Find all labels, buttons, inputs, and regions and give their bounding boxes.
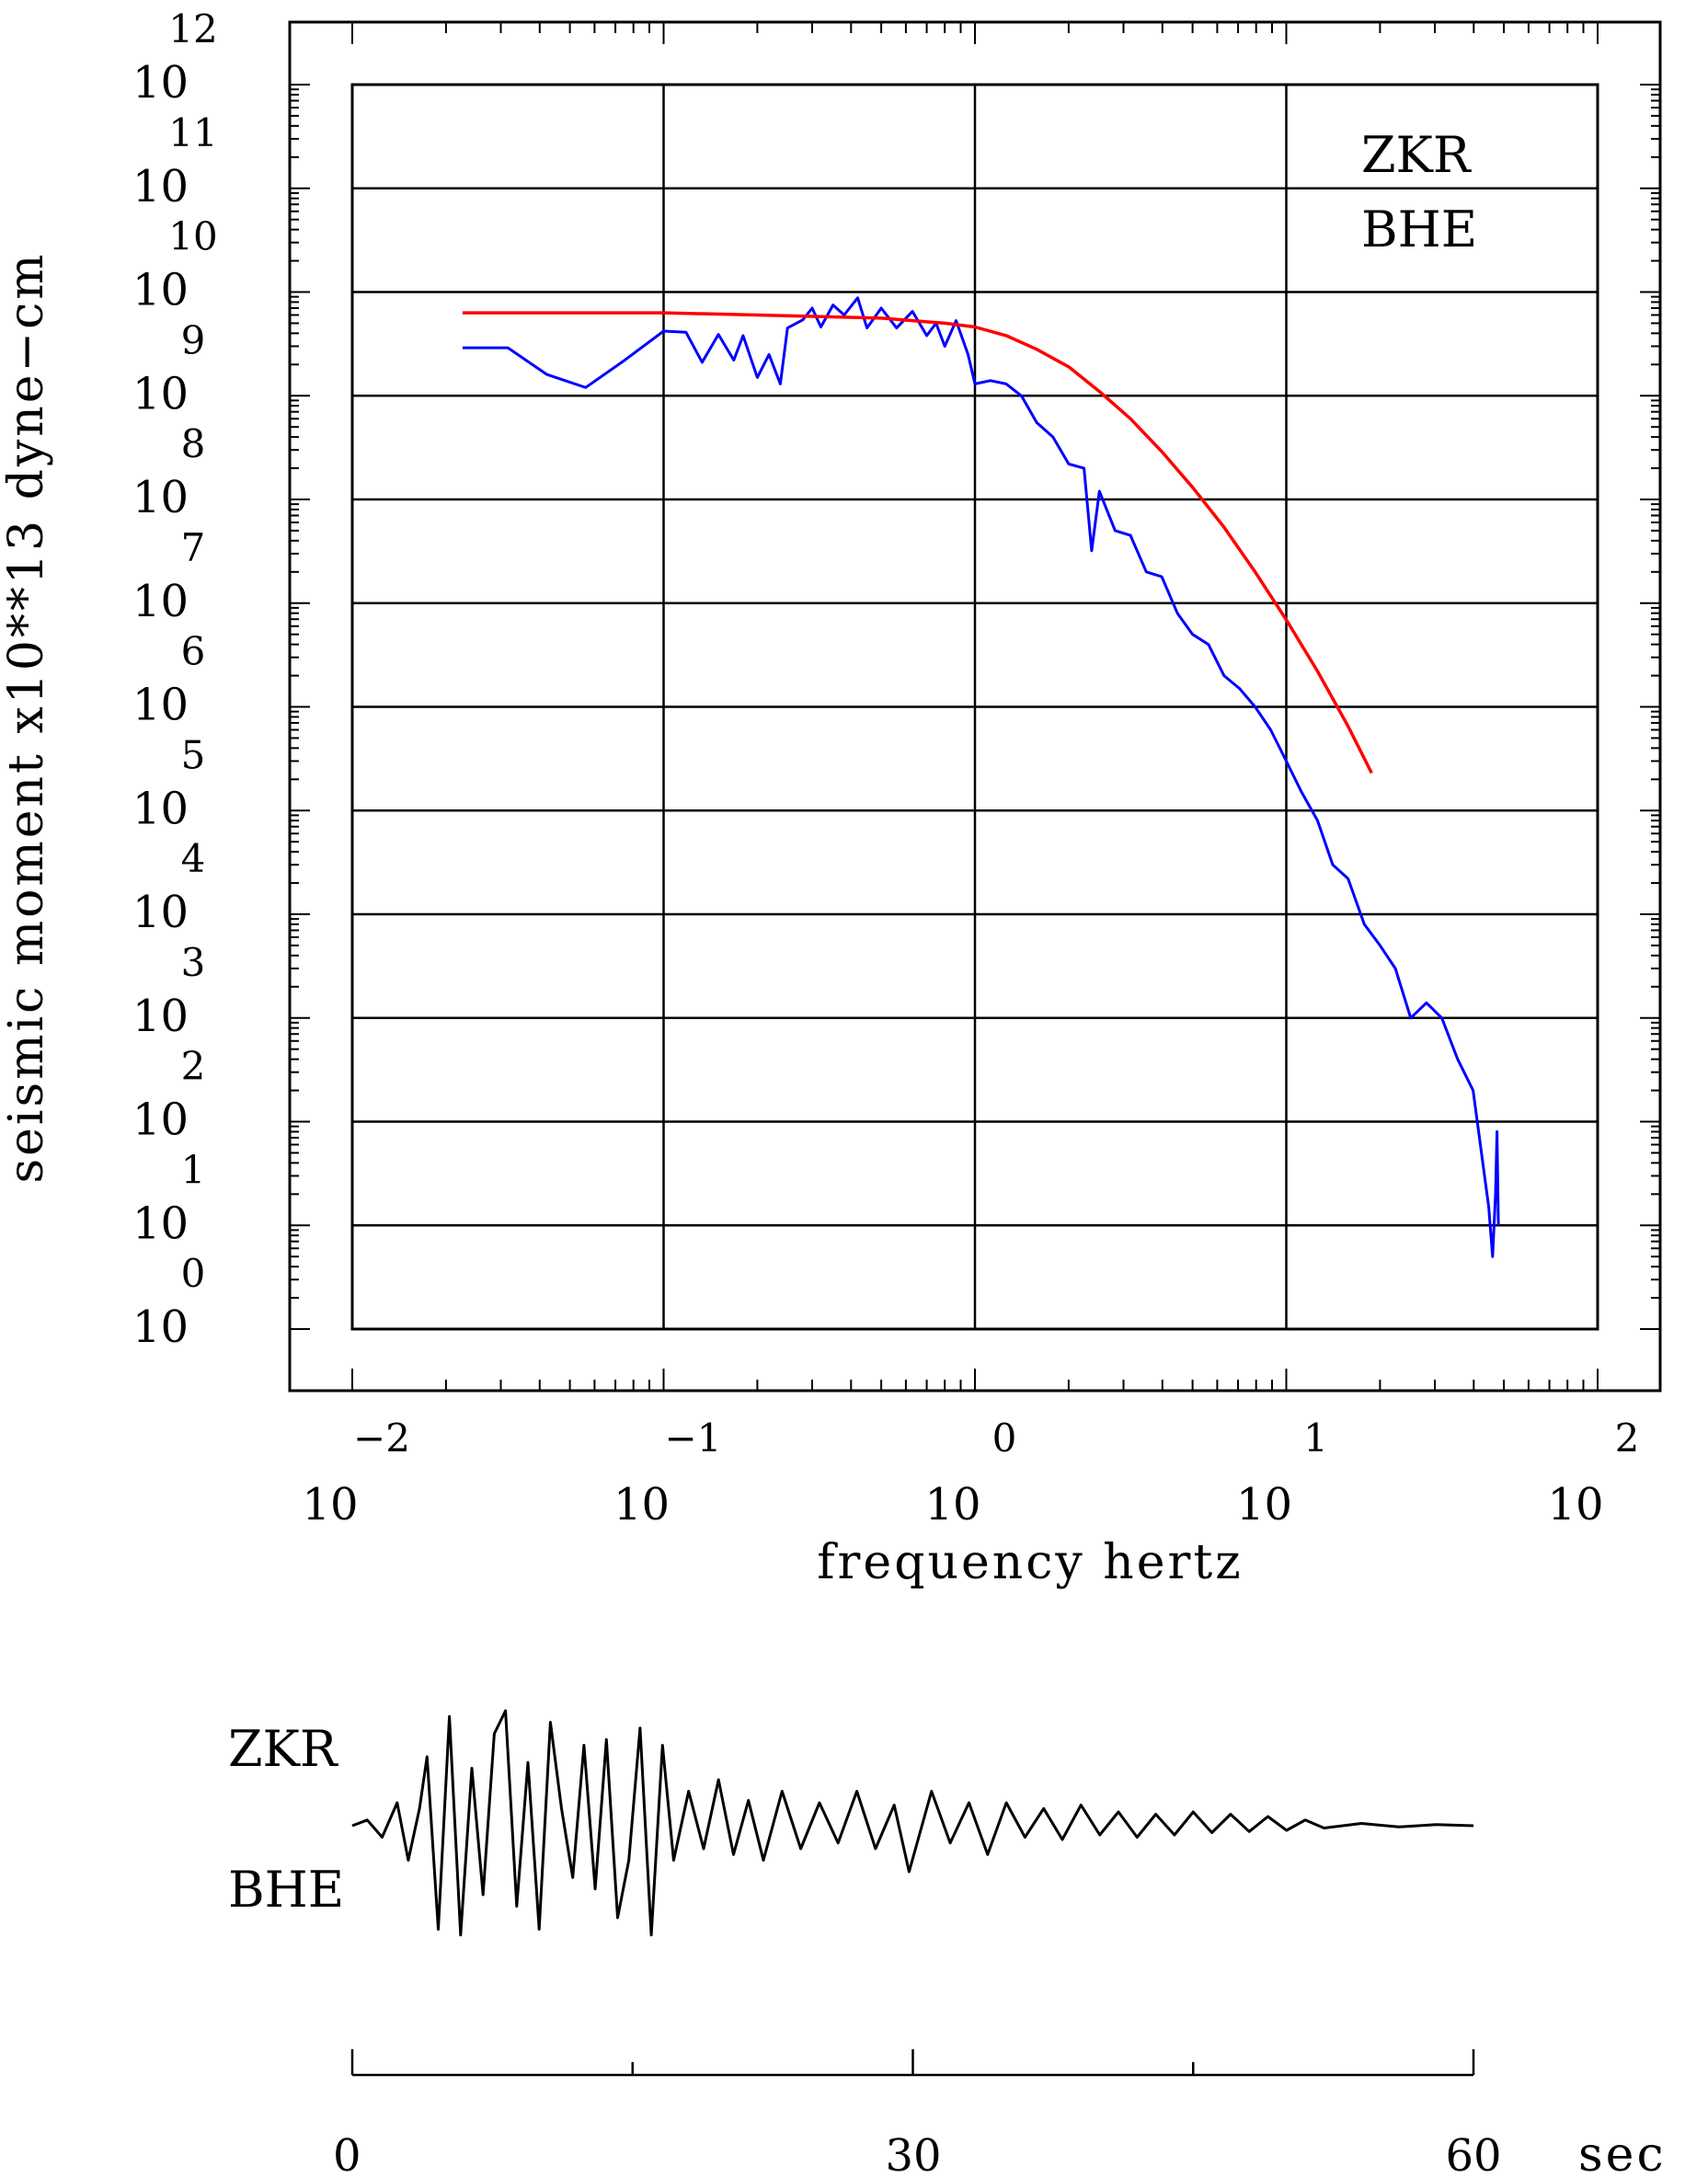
- x-tick-label-mantissa: 10: [1236, 1479, 1292, 1530]
- y-tick-label-exponent: 5: [181, 732, 206, 777]
- x-axis-ticks: [351, 22, 1599, 1391]
- y-tick-label-mantissa: 10: [132, 991, 189, 1042]
- x-tick-label-exponent: −1: [665, 1416, 722, 1461]
- x-tick-label-mantissa: 10: [1547, 1479, 1603, 1530]
- x-tick-label-mantissa: 10: [302, 1479, 358, 1530]
- model-spectrum-line: [462, 311, 1373, 774]
- y-tick-label-mantissa: 10: [132, 680, 189, 731]
- time-axis: [350, 2049, 1475, 2077]
- y-tick-label-exponent: 11: [168, 110, 217, 155]
- y-tick-label-mantissa: 10: [132, 368, 189, 419]
- trace-channel-label: BHE: [228, 1861, 344, 1919]
- y-tick-label-exponent: 10: [168, 214, 217, 259]
- spectrum-panel: 1001011021031041051061071081091010101110…: [0, 6, 1662, 1590]
- y-tick-label-exponent: 6: [181, 629, 206, 674]
- spectrum-station-label: ZKR: [1361, 126, 1472, 184]
- y-tick-label-mantissa: 10: [132, 576, 189, 627]
- y-tick-label-exponent: 3: [181, 940, 206, 985]
- y-tick-label-mantissa: 10: [132, 783, 189, 834]
- y-tick-label-mantissa: 10: [132, 1095, 189, 1146]
- y-tick-label-exponent: 7: [181, 525, 206, 570]
- y-tick-label-mantissa: 10: [132, 887, 189, 938]
- seismogram-trace: [351, 1709, 1474, 1937]
- y-axis-ticks: [290, 84, 1660, 1330]
- y-tick-label-mantissa: 10: [132, 1198, 189, 1249]
- y-tick-label-exponent: 8: [181, 421, 206, 466]
- x-tick-label-exponent: 0: [992, 1416, 1017, 1461]
- time-tick-label: 30: [885, 2130, 941, 2178]
- y-tick-label-mantissa: 10: [132, 472, 189, 523]
- y-tick-label-mantissa: 10: [132, 57, 189, 109]
- grid-lines: [352, 85, 1598, 1329]
- time-tick-labels: 0 30 60: [333, 2130, 1502, 2178]
- x-tick-label-mantissa: 10: [924, 1479, 980, 1530]
- spectrum-channel-label: BHE: [1361, 201, 1477, 258]
- time-tick-label: 60: [1445, 2130, 1501, 2178]
- y-tick-labels: 1001011021031041051061071081091010101110…: [132, 6, 218, 1353]
- y-tick-label-exponent: 9: [181, 317, 206, 362]
- y-axis-label: seismic moment x10**13 dyne−cm: [0, 251, 54, 1183]
- y-tick-label-mantissa: 10: [132, 161, 189, 212]
- y-tick-label-exponent: 12: [168, 6, 217, 52]
- x-tick-label-mantissa: 10: [613, 1479, 670, 1530]
- y-tick-label-exponent: 2: [181, 1044, 206, 1089]
- observed-spectrum-line: [462, 296, 1500, 1258]
- y-tick-label-exponent: 4: [181, 836, 206, 881]
- y-tick-label-mantissa: 10: [132, 265, 189, 316]
- trace-panel: ZKR BHE 0 30 60 sec: [228, 1709, 1667, 2178]
- y-tick-label-mantissa: 10: [132, 1301, 189, 1353]
- y-tick-label-exponent: 1: [181, 1147, 206, 1192]
- x-tick-label-exponent: 2: [1615, 1416, 1640, 1461]
- time-tick-label: 0: [333, 2130, 361, 2178]
- trace-station-label: ZKR: [228, 1720, 338, 1778]
- x-tick-label-exponent: 1: [1303, 1416, 1328, 1461]
- x-tick-label-exponent: −2: [353, 1416, 410, 1461]
- x-axis-label: frequency hertz: [817, 1535, 1243, 1590]
- time-unit-label: sec: [1578, 2127, 1667, 2178]
- y-tick-label-exponent: 0: [181, 1251, 206, 1296]
